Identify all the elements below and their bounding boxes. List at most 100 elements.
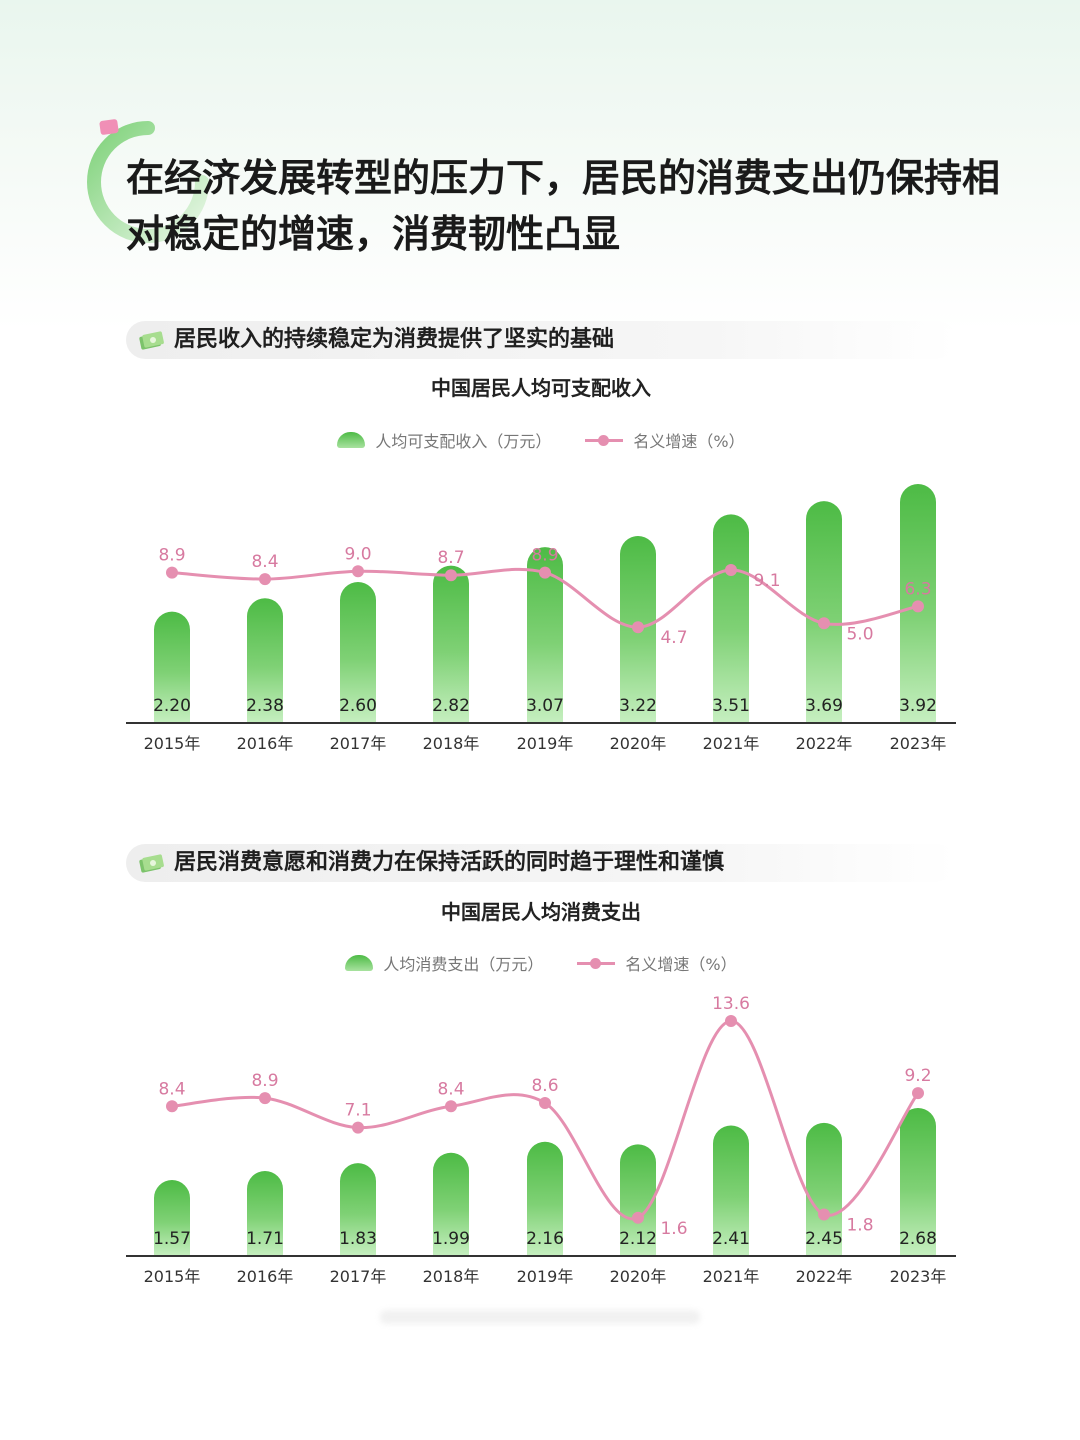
line-value-label: 13.6 [712,994,750,1014]
x-tick-label: 2018年 [423,734,480,753]
bar-value-label: 2.82 [432,696,470,716]
bar-value-label: 1.71 [246,1229,284,1249]
line-value-label: 6.3 [904,579,931,599]
line-point [259,1092,271,1105]
bar-value-label: 2.60 [339,696,377,716]
money-icon [139,854,164,873]
money-icon [139,331,164,350]
bar [154,1180,190,1256]
line-point [166,1100,178,1113]
line-value-label: 8.4 [158,1079,185,1099]
decorative-tag-icon [99,118,119,136]
line-point [445,569,457,582]
bar [433,1152,469,1256]
bar-value-label: 2.38 [246,696,284,716]
line-value-label: 8.9 [158,546,185,566]
line-value-label: 9.0 [344,544,371,564]
x-tick-label: 2021年 [703,734,760,753]
growth-line [171,567,919,629]
chart-title-consumption: 中国居民人均消费支出 [441,900,641,924]
bar [340,581,376,723]
section-header-income: 居民收入的持续稳定为消费提供了坚实的基础 [126,321,956,359]
line-point [725,564,737,576]
line-point [539,566,551,579]
line-point [166,566,178,579]
x-tick-label: 2017年 [330,734,387,753]
bar-value-label: 2.16 [526,1229,564,1249]
bar-value-label: 3.69 [805,696,843,716]
line-point [912,600,924,613]
line-value-label: 8.4 [251,552,278,572]
page-headline: 在经济发展转型的压力下，居民的消费支出仍保持相对稳定的增速，消费韧性凸显 [126,156,1001,256]
chart-legend-income: 人均可支配收入（万元） 名义增速（%） [126,427,956,453]
bar-value-label: 2.12 [619,1229,657,1249]
bar [527,1141,563,1256]
legend-label: 人均可支配收入（万元） [375,432,552,451]
bar [433,565,469,723]
bar [713,1125,749,1256]
income-combo-chart: 2.20 2.38 2.60 2.82 3.07 3.22 3.51 3.69 3.92 2015… [126,484,956,753]
x-tick-label: 2016年 [237,734,294,753]
line-point [632,1211,644,1224]
bar-value-label: 2.68 [899,1229,937,1249]
section-header-consumption: 居民消费意愿和消费力在保持活跃的同时趋于理性和谨慎 [126,844,956,882]
legend-item-bar: 人均消费支出（万元） [345,951,543,975]
bar-value-label: 3.07 [526,696,564,716]
bar-value-label: 1.57 [153,1229,191,1249]
bar [713,514,749,723]
x-tick-label: 2018年 [423,1267,480,1286]
footer-blur [380,1310,700,1324]
bar-value-label: 1.83 [339,1229,377,1249]
line-value-label: 9.1 [753,571,780,591]
legend-bar-swatch [337,432,366,448]
bar-value-label: 2.45 [805,1229,843,1249]
x-tick-label: 2019年 [517,734,574,753]
line-value-label: 1.6 [660,1219,687,1239]
line-value-label: 8.6 [531,1076,558,1096]
bar-value-label: 3.22 [619,696,657,716]
line-point [818,1208,830,1221]
x-tick-label: 2015年 [144,734,201,753]
legend-label: 名义增速（%） [633,432,745,451]
chart-legend-consumption: 人均消费支出（万元） 名义增速（%） [126,950,956,976]
legend-line-swatch [585,432,624,448]
x-tick-label: 2022年 [796,734,853,753]
legend-line-swatch [577,955,616,971]
x-tick-label: 2019年 [517,1267,574,1286]
legend-bar-swatch [345,955,374,971]
bar [900,1108,936,1256]
x-tick-label: 2015年 [144,1267,201,1286]
decorative-ring-icon [87,121,209,243]
line-point [352,1121,364,1134]
bar-value-label: 3.51 [712,696,750,716]
line-point [352,565,364,578]
line-point [912,1087,924,1100]
legend-item-bar: 人均可支配收入（万元） [337,428,551,452]
legend-label: 名义增速（%） [625,955,737,974]
line-point [539,1097,551,1109]
bar [806,501,842,723]
bar-value-label: 2.41 [712,1229,750,1249]
line-value-label: 7.1 [344,1101,371,1121]
bar [340,1163,376,1256]
line-value-label: 8.7 [437,548,464,568]
consumption-combo-chart: 1.57 1.71 1.83 1.99 2.16 2.12 2.41 2.45 2.68 2015… [126,994,956,1286]
line-point [259,573,271,586]
x-tick-label: 2023年 [890,734,947,753]
x-tick-label: 2017年 [330,1267,387,1286]
line-point [632,621,644,634]
section-title: 居民收入的持续稳定为消费提供了坚实的基础 [174,327,615,352]
bar [247,1170,283,1256]
x-tick-label: 2023年 [890,1267,947,1286]
bar [620,1144,656,1256]
bar-value-label: 1.99 [432,1229,470,1249]
bar [247,598,283,723]
growth-line [171,1019,920,1221]
line-point [445,1100,457,1113]
legend-item-line: 名义增速（%） [585,428,745,452]
legend-label: 人均消费支出（万元） [383,955,544,974]
line-value-label: 4.7 [660,628,687,648]
x-tick-label: 2016年 [237,1267,294,1286]
x-tick-label: 2021年 [703,1267,760,1286]
x-tick-label: 2022年 [796,1267,853,1286]
